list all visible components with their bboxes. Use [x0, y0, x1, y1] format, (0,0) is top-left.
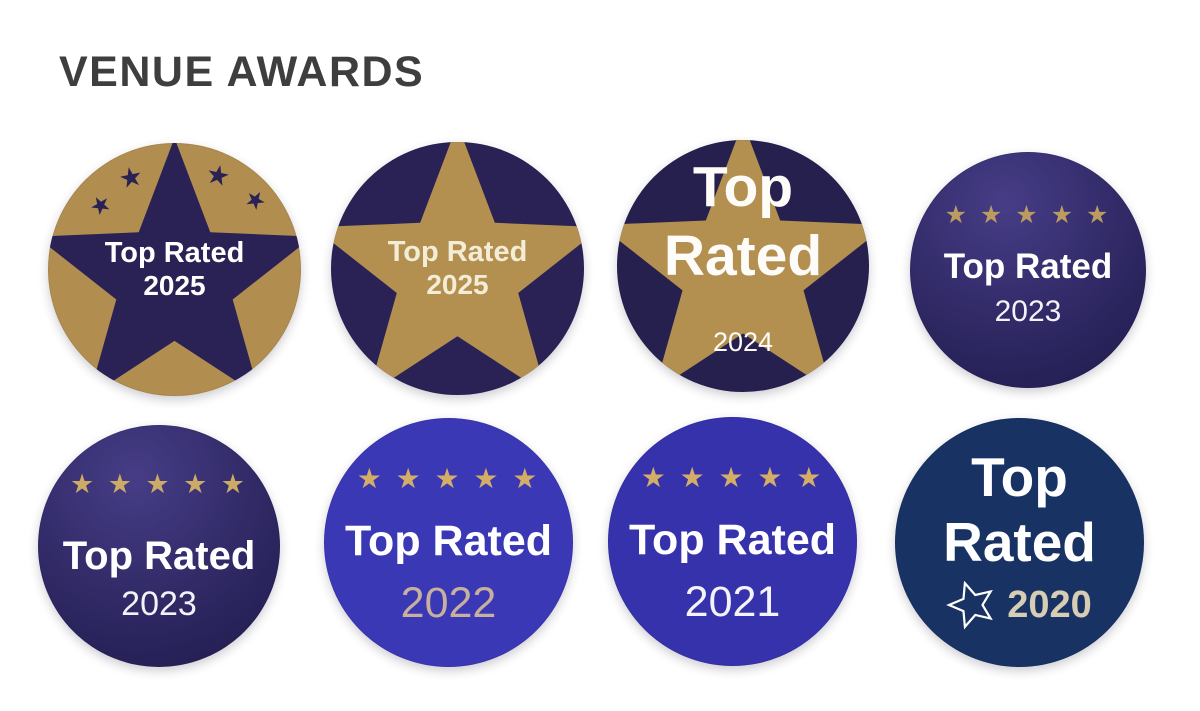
five-stars-icon: ★ ★ ★ ★ ★ — [944, 200, 1112, 229]
decor-star-icon: ★ — [84, 188, 117, 223]
badge-title: Top Rated — [943, 246, 1113, 286]
badge-year: 2020 — [1007, 583, 1092, 626]
badge-title: Top Rated — [387, 236, 528, 269]
badge-year: 2023 — [994, 295, 1062, 329]
badge-title-line1: Top — [971, 446, 1068, 509]
badge-title-line1: Top — [692, 154, 794, 219]
badge-title-line2: Rated — [943, 511, 1096, 574]
five-stars-icon: ★ ★ ★ ★ ★ — [640, 462, 825, 494]
badge-year: 2025 — [143, 270, 206, 302]
award-badge-top-rated-2024: Top Rated 2024 — [617, 140, 869, 392]
five-stars-icon: ★ ★ ★ ★ ★ — [69, 468, 249, 499]
badge-title: Top Rated — [62, 534, 256, 579]
badge-title-line2: Rated — [663, 224, 823, 289]
award-badge-top-rated-2020: Top Rated 2020 — [895, 418, 1144, 667]
award-badge-top-rated-2021: ★ ★ ★ ★ ★ Top Rated 2021 — [608, 417, 857, 666]
badge-year: 2022 — [400, 579, 497, 628]
page-title: VENUE AWARDS — [59, 48, 425, 96]
badge-year: 2021 — [684, 578, 781, 627]
award-badge-top-rated-2023-small: ★ ★ ★ ★ ★ Top Rated 2023 — [910, 152, 1146, 388]
badge-title: Top Rated — [628, 516, 837, 565]
award-badge-top-rated-2022: ★ ★ ★ ★ ★ Top Rated 2022 — [324, 418, 573, 667]
award-badge-top-rated-2025-navy: Top Rated 2025 — [331, 142, 584, 395]
decor-star-icon: ★ — [239, 183, 272, 218]
badge-title: Top Rated — [344, 517, 553, 566]
badge-title: Top Rated — [104, 237, 245, 270]
award-badge-top-rated-2023: ★ ★ ★ ★ ★ Top Rated 2023 — [38, 425, 280, 667]
five-stars-icon: ★ ★ ★ ★ ★ — [356, 463, 541, 495]
badge-year: 2024 — [712, 327, 774, 357]
award-badge-top-rated-2025-gold: ★ ★ ★ ★ Top Rated 2025 — [48, 143, 301, 396]
star-outline-icon — [946, 580, 994, 630]
decor-star-icon: ★ — [202, 158, 233, 193]
decor-star-icon: ★ — [116, 160, 147, 196]
badge-year: 2025 — [426, 269, 489, 301]
badge-year: 2023 — [121, 585, 197, 624]
